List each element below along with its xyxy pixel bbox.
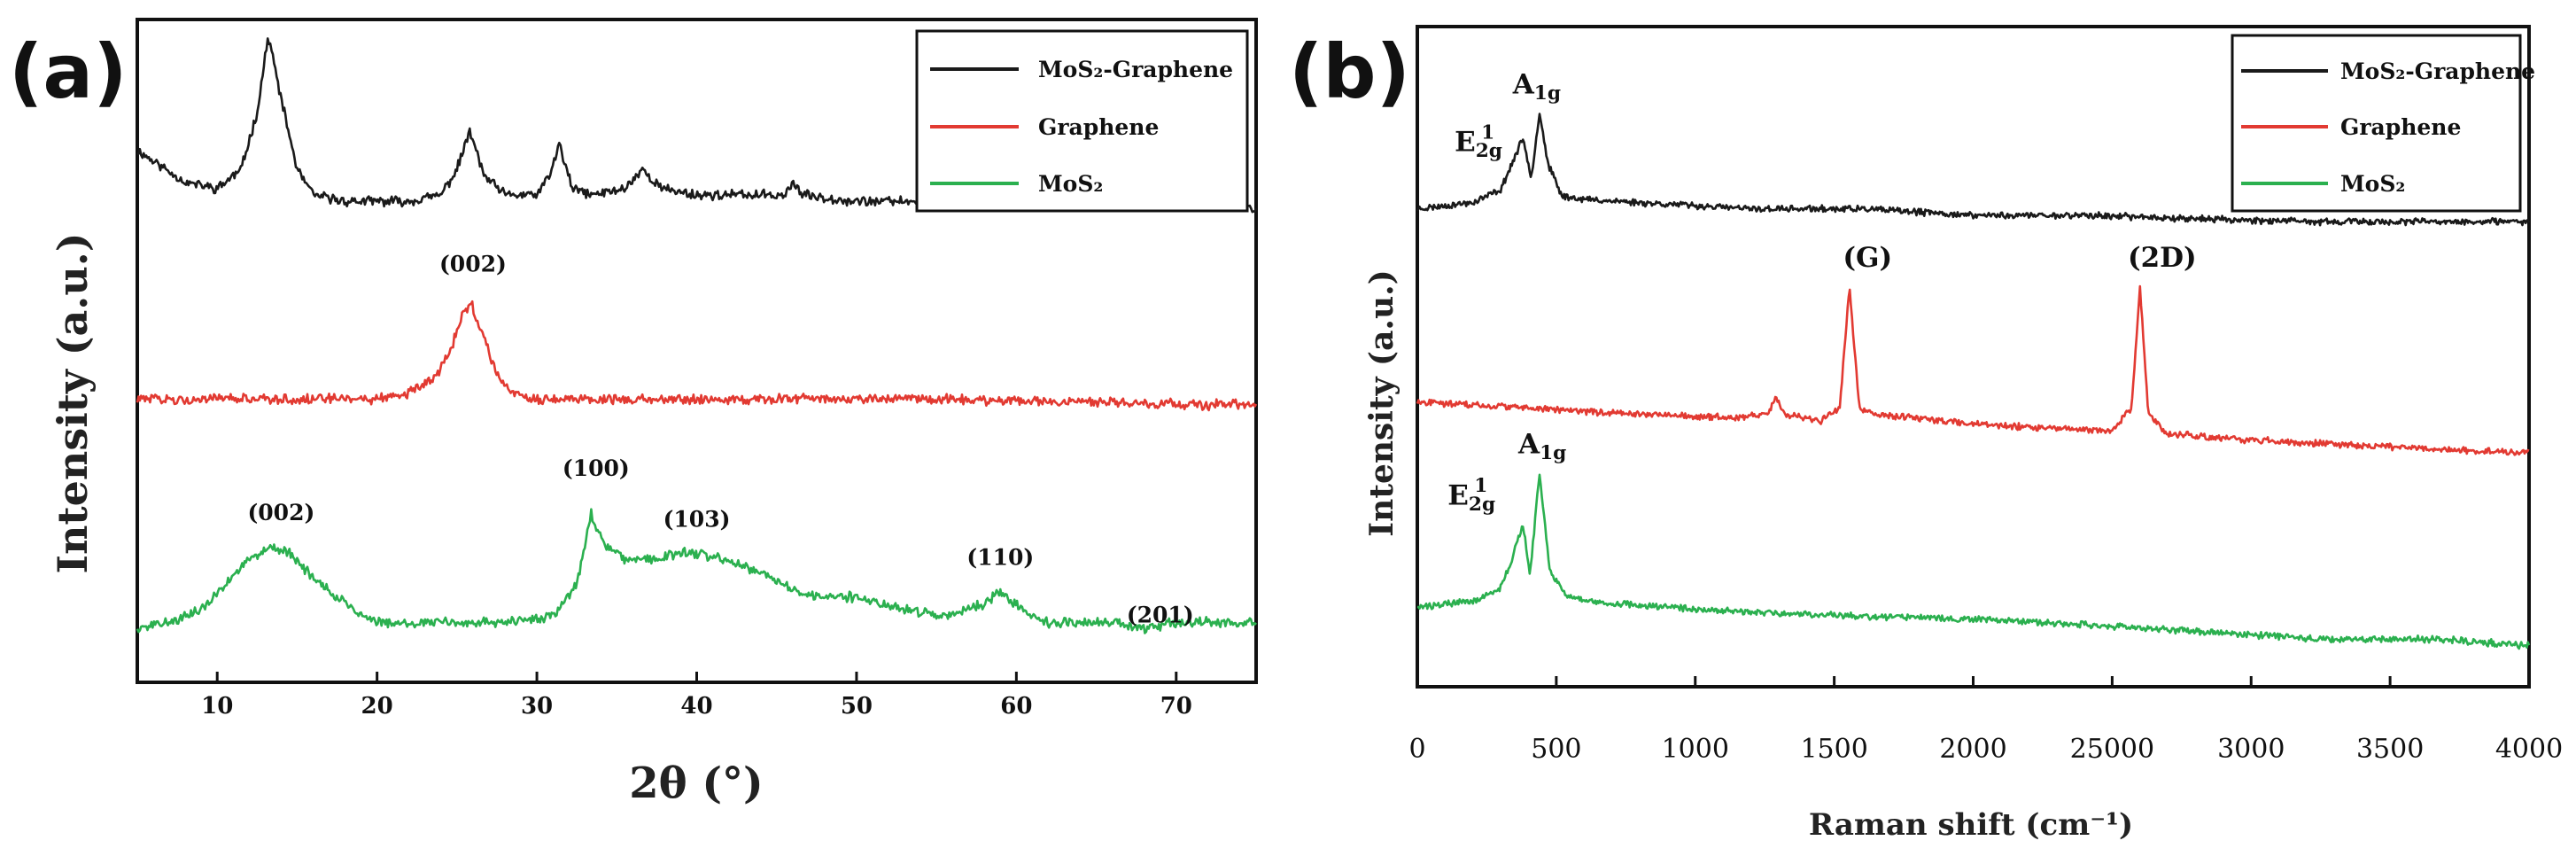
peak-annotation: (100) bbox=[563, 455, 630, 481]
panel-a-x-ticks: 10 20 30 40 50 60 70 bbox=[201, 672, 1192, 720]
panel-b-series-group bbox=[1416, 113, 2531, 650]
x-tick-label: 3000 bbox=[2217, 734, 2285, 765]
panel-a-annotations: (002) (002) (100) (103) (110) (201) bbox=[247, 251, 1193, 627]
legend-b-label-mos2-graphene: MoS₂-Graphene bbox=[2340, 58, 2535, 84]
series-line-a-graphene bbox=[136, 300, 1258, 412]
x-tick-label: 50 bbox=[841, 693, 873, 720]
peak-annotation: (110) bbox=[966, 545, 1034, 571]
x-tick-label: 4000 bbox=[2495, 734, 2563, 765]
x-tick-label: 1500 bbox=[1800, 734, 1867, 765]
panel-b-label: (b) bbox=[1289, 28, 1410, 115]
panel-a-y-axis-title: Intensity (a.u.) bbox=[49, 232, 97, 573]
x-tick-label: 3500 bbox=[2356, 734, 2424, 765]
x-tick-label: 2000 bbox=[1939, 734, 2006, 765]
panel-b-y-axis-title: Intensity (a.u.) bbox=[1363, 269, 1401, 536]
peak-annotation: (002) bbox=[439, 251, 507, 276]
panel-b-raman: (b) 0 500 1000 1500 2000 25000 3000 3500 4000 E2… bbox=[1289, 25, 2563, 843]
series-line-b-mos-graphene bbox=[1416, 113, 2531, 227]
panel-a-legend-box bbox=[915, 29, 1249, 213]
peak-annotation: (103) bbox=[663, 506, 731, 532]
series-line-b-mos bbox=[1416, 473, 2531, 650]
x-tick-label: 30 bbox=[521, 693, 553, 720]
legend-b-label-graphene: Graphene bbox=[2340, 114, 2461, 140]
panel-b-legend: MoS₂-Graphene Graphene MoS₂ bbox=[2231, 34, 2535, 213]
x-tick-label: 0 bbox=[1408, 734, 1425, 765]
x-tick-label: 20 bbox=[361, 693, 393, 720]
x-tick-label: 70 bbox=[1160, 693, 1192, 720]
legend-a-label-mos2: MoS₂ bbox=[1038, 171, 1103, 197]
legend-a-label-mos2-graphene: MoS₂-Graphene bbox=[1038, 57, 1233, 82]
legend-b-label-mos2: MoS₂ bbox=[2340, 171, 2405, 197]
panel-a-legend: MoS₂-Graphene Graphene MoS₂ bbox=[915, 29, 1249, 213]
peak-annotation: (G) bbox=[1843, 242, 1892, 274]
panel-a-label: (a) bbox=[9, 28, 127, 115]
series-line-a-mos bbox=[136, 508, 1257, 634]
legend-a-label-graphene: Graphene bbox=[1038, 114, 1159, 140]
x-tick-label: 60 bbox=[1000, 693, 1032, 720]
x-tick-label: 500 bbox=[1531, 734, 1581, 765]
peak-annotation: (201) bbox=[1127, 602, 1194, 627]
peak-annotation: (002) bbox=[247, 500, 314, 525]
panel-b-x-ticks: 0 500 1000 1500 2000 25000 3000 3500 4000 bbox=[1408, 676, 2563, 765]
peak-annotation: (2D) bbox=[2128, 242, 2197, 274]
panel-a-x-axis-title: 2θ (°) bbox=[629, 759, 764, 808]
x-tick-label: 40 bbox=[680, 693, 712, 720]
x-tick-label: 1000 bbox=[1662, 734, 1729, 765]
x-tick-label: 25000 bbox=[2070, 734, 2154, 765]
panel-b-x-axis-title: Raman shift (cm⁻¹) bbox=[1809, 807, 2133, 843]
panel-a-xrd: (a) 10 20 30 40 50 60 70 (002)(002)(100)(103)(… bbox=[9, 18, 1258, 808]
x-tick-label: 10 bbox=[201, 693, 233, 720]
series-line-b-graphene bbox=[1416, 284, 2530, 456]
